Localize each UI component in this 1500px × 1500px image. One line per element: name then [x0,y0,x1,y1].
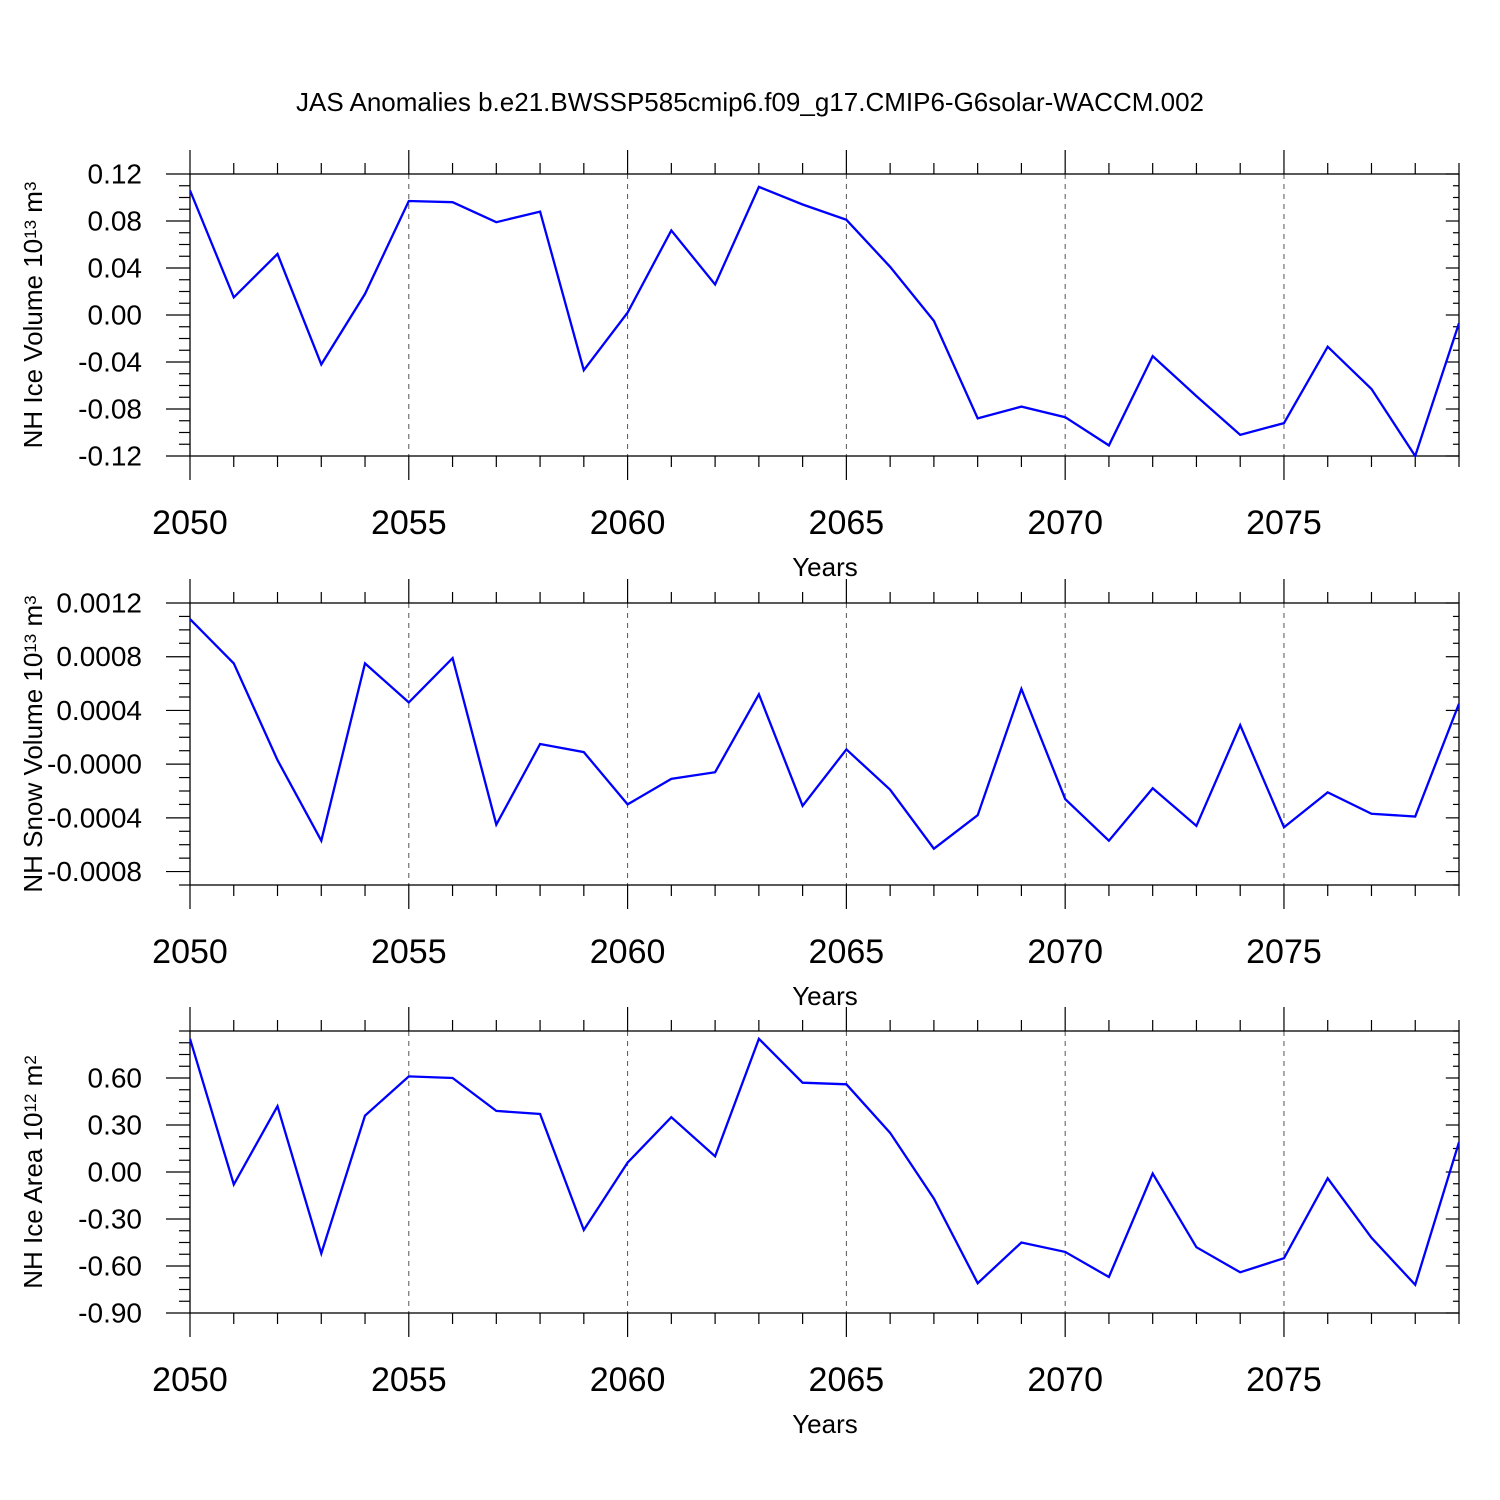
y-axis-label: NH Ice Volume 1013 m3 [18,182,48,449]
x-axis-label: Years [792,1409,858,1439]
y-tick-label: 0.12 [88,159,143,190]
x-tick-label: 2050 [152,933,228,971]
x-tick-label: 2050 [152,504,228,542]
y-label-exponent: 13 [21,634,40,653]
x-tick-label: 2070 [1027,504,1103,542]
y-tick-label: 0.30 [88,1110,143,1141]
x-tick-label: 2070 [1027,933,1103,971]
y-tick-label: 0.08 [88,206,143,237]
y-label-text: NH Snow Volume 10 [18,653,48,893]
x-tick-label: 2055 [371,504,447,542]
y-label-unit: m [18,1065,48,1094]
x-axis-label: Years [792,552,858,582]
chart-title: JAS Anomalies b.e21.BWSSP585cmip6.f09_g1… [296,87,1204,117]
plot-frame [189,602,1460,886]
x-tick-label: 2055 [371,1361,447,1399]
y-label-unit-exponent: 2 [21,1055,40,1064]
y-axis-label: NH Ice Area 1012 m2 [18,1055,48,1289]
x-tick-label: 2050 [152,1361,228,1399]
y-tick-label: 0.0008 [56,641,142,672]
panel-1: 2050 2055 2060 2065 2070 2075 0.12 0.08 0.04 0.00… [18,150,1460,582]
y-label-unit: m [18,191,48,220]
y-tick-label: 0.0012 [56,588,142,619]
y-axis-label: NH Snow Volume 1013 m3 [18,595,48,892]
x-tick-label: 2055 [371,933,447,971]
y-tick-label: -0.08 [78,394,142,425]
y-tick-label: -0.0004 [47,802,142,833]
y-label-unit: m [18,605,48,634]
x-tick-label: 2065 [809,504,885,542]
y-tick-label: -0.0008 [47,856,142,887]
x-tick-label: 2060 [590,933,666,971]
y-tick-label: 0.0004 [56,695,142,726]
x-tick-label: 2075 [1246,504,1322,542]
x-tick-label: 2075 [1246,933,1322,971]
panel-2: 2050 2055 2060 2065 2070 2075 0.0012 0.0008 0.00… [18,579,1460,1011]
y-label-unit-exponent: 3 [21,182,40,191]
x-tick-label: 2070 [1027,1361,1103,1399]
x-tick-label: 2065 [809,1361,885,1399]
series-line [190,185,1459,457]
y-tick-label: -0.0000 [47,749,142,780]
y-tick-label: -0.60 [78,1251,142,1282]
panel-3: 2050 2055 2060 2065 2070 2075 0.60 0.30 0.00 -0.3… [18,1007,1460,1439]
y-label-text: NH Ice Area 10 [18,1112,48,1288]
x-axis-label: Years [792,981,858,1011]
series-line [190,618,1459,851]
y-tick-label: 0.04 [88,253,143,284]
y-label-exponent: 12 [21,1094,40,1113]
y-tick-label: 0.00 [88,1157,143,1188]
y-tick-label: -0.30 [78,1204,142,1235]
plot-frame [189,1030,1460,1314]
plot-frame [189,173,1460,457]
y-label-unit-exponent: 3 [21,595,40,604]
y-label-exponent: 13 [21,220,40,239]
y-label-text: NH Ice Volume 10 [18,239,48,449]
y-tick-label: 0.00 [88,300,143,331]
x-tick-label: 2065 [809,933,885,971]
x-tick-label: 2060 [590,1361,666,1399]
y-tick-label: -0.90 [78,1298,142,1329]
y-tick-label: -0.04 [78,347,142,378]
y-tick-label: 0.60 [88,1063,143,1094]
series-line [190,1036,1459,1288]
y-tick-label: -0.12 [78,441,142,472]
x-tick-label: 2075 [1246,1361,1322,1399]
x-tick-label: 2060 [590,504,666,542]
